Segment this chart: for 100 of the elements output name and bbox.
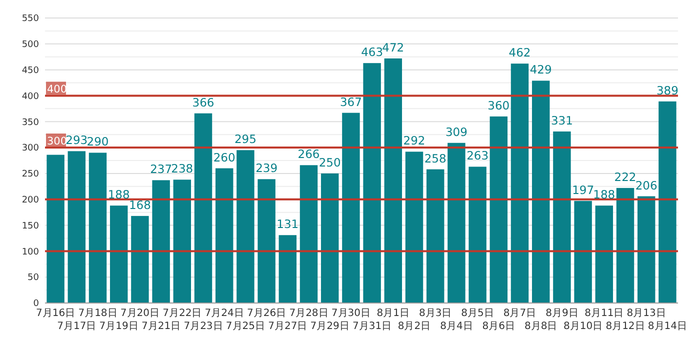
bar xyxy=(173,180,192,303)
data-label: 263 xyxy=(466,148,489,163)
bar xyxy=(236,150,254,303)
x-tick-label: 7月24日 xyxy=(204,308,244,319)
bar xyxy=(320,173,339,303)
y-tick-label: 550 xyxy=(22,14,40,24)
data-label: 206 xyxy=(635,178,658,192)
bar xyxy=(553,131,571,303)
y-tick-label: 300 xyxy=(22,144,40,154)
data-label: 472 xyxy=(382,40,404,54)
data-label: 429 xyxy=(530,62,552,77)
x-tick-label: 8月5日 xyxy=(461,308,494,319)
data-label: 239 xyxy=(256,161,278,176)
bar xyxy=(68,151,86,303)
y-tick-label: 350 xyxy=(22,118,40,128)
y-tick-label: 0 xyxy=(33,299,40,310)
bar xyxy=(468,166,486,303)
x-tick-label: 8月7日 xyxy=(503,308,536,319)
y-tick-label: 500 xyxy=(22,40,40,50)
data-label: 463 xyxy=(361,45,384,60)
x-tick-label: 7月21日 xyxy=(142,321,181,332)
data-label: 197 xyxy=(572,182,594,197)
x-tick-label: 7月29日 xyxy=(310,321,350,332)
data-label: 462 xyxy=(508,46,531,60)
bar xyxy=(152,180,170,303)
x-tick-label: 8月9日 xyxy=(546,308,578,319)
data-label: 168 xyxy=(128,198,151,212)
x-tick-label: 7月27日 xyxy=(268,321,308,332)
x-tick-label: 8月13日 xyxy=(626,308,666,319)
x-tick-label: 7月18日 xyxy=(78,308,118,319)
data-label: 188 xyxy=(108,188,130,202)
data-label: 309 xyxy=(445,124,468,139)
x-tick-label: 8月11日 xyxy=(584,308,624,319)
x-tick-label: 8月14日 xyxy=(648,321,687,332)
bar xyxy=(426,169,444,303)
data-label: 290 xyxy=(86,134,109,149)
bar xyxy=(405,152,424,303)
data-label: 360 xyxy=(488,98,510,112)
y-tick-label: 150 xyxy=(22,221,40,232)
bar xyxy=(278,235,297,303)
y-tick-label: 400 xyxy=(22,92,40,102)
x-tick-label: 8月2日 xyxy=(398,321,431,332)
data-label: 389 xyxy=(656,83,678,98)
data-label: 331 xyxy=(550,113,573,128)
bar xyxy=(448,142,466,303)
x-tick-label: 8月12日 xyxy=(606,321,645,332)
bar xyxy=(510,64,529,303)
data-label: 188 xyxy=(593,188,616,202)
bar xyxy=(532,80,550,303)
data-label: 238 xyxy=(171,162,194,176)
ref-line-label: 400 xyxy=(47,84,68,96)
y-tick-label: 450 xyxy=(22,66,40,76)
bar xyxy=(110,206,128,303)
data-label: 295 xyxy=(234,132,256,146)
bar xyxy=(194,113,212,303)
data-label: 258 xyxy=(424,151,446,166)
x-tick-label: 7月22日 xyxy=(162,308,202,319)
bar xyxy=(215,168,234,303)
bar xyxy=(490,116,508,303)
bar xyxy=(258,179,276,303)
x-tick-label: 7月20日 xyxy=(120,308,160,319)
bar xyxy=(131,216,149,303)
x-tick-label: 8月3日 xyxy=(418,308,452,319)
bar xyxy=(574,200,592,303)
x-tick-label: 8月4日 xyxy=(440,321,473,332)
bar xyxy=(342,112,360,303)
x-tick-label: 7月23日 xyxy=(184,321,223,332)
x-tick-label: 7月25日 xyxy=(226,321,265,332)
x-tick-label: 8月1日 xyxy=(376,308,410,319)
data-label: 293 xyxy=(66,133,88,148)
x-tick-label: 7月19日 xyxy=(99,321,138,332)
data-label: 260 xyxy=(213,150,236,164)
bar xyxy=(595,206,614,303)
bar xyxy=(658,101,676,303)
bar xyxy=(616,188,634,303)
x-tick-label: 7月16日 xyxy=(36,308,76,319)
y-tick-label: 200 xyxy=(22,196,40,206)
x-tick-label: 7月17日 xyxy=(57,321,96,332)
data-label: 366 xyxy=(192,95,214,110)
data-label: 222 xyxy=(614,170,636,184)
ref-line-label: 300 xyxy=(47,136,68,148)
y-tick-label: 50 xyxy=(28,273,40,284)
bar xyxy=(384,58,402,303)
bar xyxy=(300,165,318,303)
y-tick-label: 250 xyxy=(22,170,40,180)
data-label: 131 xyxy=(276,217,299,232)
x-tick-label: 7月28日 xyxy=(289,308,328,319)
x-tick-label: 7月31日 xyxy=(352,321,392,332)
data-label: 266 xyxy=(298,147,320,162)
x-tick-label: 7月26日 xyxy=(247,308,286,319)
bar xyxy=(46,154,64,303)
data-label: 237 xyxy=(150,162,172,176)
y-tick-label: 100 xyxy=(22,247,40,258)
bar xyxy=(363,63,381,303)
x-tick-label: 7月30日 xyxy=(331,308,370,319)
x-tick-label: 8月6日 xyxy=(482,321,516,332)
data-label: 292 xyxy=(403,134,426,148)
data-label: 250 xyxy=(318,155,341,170)
x-tick-label: 8月10日 xyxy=(564,321,603,332)
bar xyxy=(88,152,107,303)
